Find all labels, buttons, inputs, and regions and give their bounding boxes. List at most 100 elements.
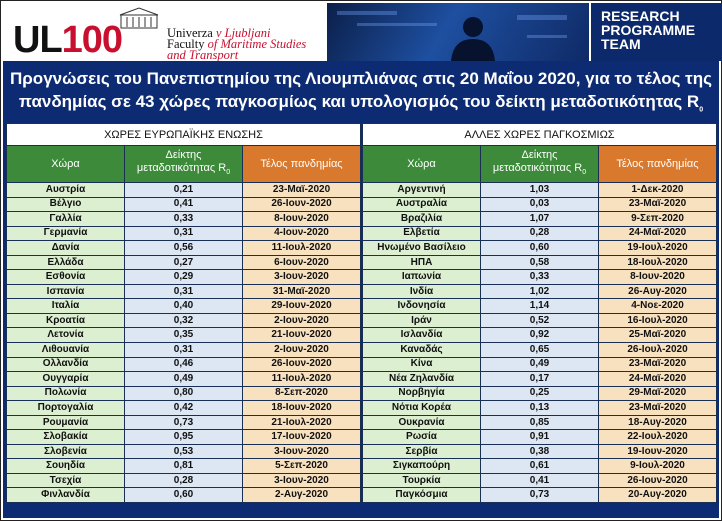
country-cell: Αυστρία	[6, 182, 125, 198]
table-row: Σερβία 0,38 19-Ιουν-2020	[362, 443, 717, 460]
country-cell: Ρωσία	[362, 429, 481, 445]
table-row: Εσθονία 0,29 3-Ιουν-2020	[6, 269, 362, 285]
research-team-label: RESEARCH PROGRAMME TEAM	[591, 3, 722, 61]
index-cell: 0,28	[480, 225, 599, 242]
table-row: Αργεντινή 1,03 1-Δεκ-2020	[362, 182, 717, 198]
end-date-cell: 23-Μαϊ-2020	[241, 182, 362, 198]
end-date-cell: 26-Αυγ-2020	[598, 283, 717, 300]
end-date-cell: 26-Ιουν-2020	[241, 196, 362, 213]
end-date-cell: 29-Ιουν-2020	[241, 298, 362, 314]
end-date-cell: 23-Μαϊ-2020	[598, 196, 717, 213]
index-cell: 0,81	[124, 458, 243, 474]
country-cell: Εσθονία	[6, 269, 125, 285]
country-cell: Ινδία	[362, 283, 481, 300]
index-cell: 0,56	[124, 240, 243, 256]
university-logo: UL100 Univerza v Ljubljani Faculty of Ma…	[9, 5, 325, 61]
table-row: Τσεχία 0,28 3-Ιουν-2020	[6, 472, 362, 489]
table-row: Ιράν 0,52 16-Ιουλ-2020	[362, 312, 717, 329]
end-date-cell: 8-Ιουν-2020	[598, 269, 717, 285]
country-cell: Δανία	[6, 240, 125, 256]
index-cell: 0,38	[480, 443, 599, 460]
end-column-header: Τέλος πανδημίας	[241, 145, 362, 183]
country-cell: Κίνα	[362, 356, 481, 373]
index-cell: 0,41	[480, 472, 599, 489]
country-cell: Νέα Ζηλανδία	[362, 371, 481, 387]
index-cell: 0,49	[480, 356, 599, 373]
country-cell: Λετονία	[6, 327, 125, 344]
index-cell: 0,49	[124, 371, 243, 387]
index-cell: 0,80	[124, 385, 243, 402]
table-row: Σουηδία 0,81 5-Σεπ-2020	[6, 458, 362, 474]
country-cell: Σερβία	[362, 443, 481, 460]
country-cell: Ινδονησία	[362, 298, 481, 314]
country-cell: Κροατία	[6, 312, 125, 329]
end-date-cell: 2-Αυγ-2020	[241, 487, 362, 504]
index-cell: 0,60	[480, 240, 599, 256]
country-cell: Ισπανία	[6, 283, 125, 300]
index-cell: 0,40	[124, 298, 243, 314]
eu-group-header: ΧΩΡΕΣ ΕΥΡΩΠΑΪΚΗΣ ΕΝΩΣΗΣ	[5, 123, 362, 146]
country-cell: Ιταλία	[6, 298, 125, 314]
country-cell: Ισλανδία	[362, 327, 481, 344]
index-cell: 1,02	[480, 283, 599, 300]
end-date-cell: 19-Ιουν-2020	[598, 443, 717, 460]
country-cell: Ουκρανία	[362, 414, 481, 431]
end-column-header: Τέλος πανδημίας	[598, 145, 717, 183]
world-group-header: ΑΛΛΕΣ ΧΩΡΕΣ ΠΑΓΚΟΣΜΙΩΣ	[362, 123, 717, 146]
index-cell: 0,31	[124, 342, 243, 358]
end-date-cell: 19-Ιουλ-2020	[598, 240, 717, 256]
country-cell: Βραζιλία	[362, 211, 481, 227]
table-row: Νορβηγία 0,25 29-Μαϊ-2020	[362, 385, 717, 402]
table-row: Ουγγαρία 0,49 11-Ιουλ-2020	[6, 371, 362, 387]
university-building-icon	[119, 7, 159, 29]
table-row: Ρουμανία 0,73 21-Ιουλ-2020	[6, 414, 362, 431]
index-cell: 0,28	[124, 472, 243, 489]
country-cell: Λιθουανία	[6, 342, 125, 358]
country-cell: Γαλλία	[6, 211, 125, 227]
country-cell: Σλοβακία	[6, 429, 125, 445]
country-cell: Πολωνία	[6, 385, 125, 402]
end-date-cell: 26-Ιουν-2020	[598, 472, 717, 489]
table-row: Γερμανία 0,31 4-Ιουν-2020	[6, 225, 362, 242]
end-date-cell: 11-Ιουλ-2020	[241, 240, 362, 256]
country-column-header: Χώρα	[362, 145, 481, 183]
index-cell: 0,52	[480, 312, 599, 329]
end-date-cell: 23-Μαϊ-2020	[598, 356, 717, 373]
country-cell: Σλοβενία	[6, 443, 125, 460]
end-date-cell: 18-Ιουλ-2020	[598, 254, 717, 271]
index-cell: 0,73	[480, 487, 599, 504]
index-column-header: Δείκτης μεταδοτικότητας R0	[124, 145, 243, 183]
country-cell: Βέλγιο	[6, 196, 125, 213]
index-cell: 0,95	[124, 429, 243, 445]
index-cell: 0,46	[124, 356, 243, 373]
end-date-cell: 3-Ιουν-2020	[241, 472, 362, 489]
end-date-cell: 22-Ιουλ-2020	[598, 429, 717, 445]
country-cell: Ελλάδα	[6, 254, 125, 271]
table-row: Κίνα 0,49 23-Μαϊ-2020	[362, 356, 717, 373]
end-date-cell: 11-Ιουλ-2020	[241, 371, 362, 387]
ul100-logo: UL100	[13, 19, 123, 61]
country-cell: Παγκόσμια	[362, 487, 481, 504]
index-cell: 0,41	[124, 196, 243, 213]
table-row: Τουρκία 0,41 26-Ιουν-2020	[362, 472, 717, 489]
table-row: Αυστρία 0,21 23-Μαϊ-2020	[6, 182, 362, 198]
index-cell: 0,21	[124, 182, 243, 198]
header: UL100 Univerza v Ljubljani Faculty of Ma…	[3, 3, 722, 61]
page-title: Προγνώσεις του Πανεπιστημίου της Λιουμπλ…	[3, 61, 719, 119]
country-cell: Τσεχία	[6, 472, 125, 489]
end-date-cell: 6-Ιουν-2020	[241, 254, 362, 271]
table-row: Κροατία 0,32 2-Ιουν-2020	[6, 312, 362, 329]
end-date-cell: 25-Μαϊ-2020	[598, 327, 717, 344]
end-date-cell: 3-Ιουν-2020	[241, 269, 362, 285]
index-cell: 0,33	[480, 269, 599, 285]
table-row: Ηνωμένο Βασίλειο 0,60 19-Ιουλ-2020	[362, 240, 717, 256]
eu-countries-table: ΧΩΡΕΣ ΕΥΡΩΠΑΪΚΗΣ ΕΝΩΣΗΣ Χώρα Δείκτης μετ…	[5, 123, 362, 504]
table-row: Ινδονησία 1,14 4-Νοε-2020	[362, 298, 717, 314]
table-row: Σλοβενία 0,53 3-Ιουν-2020	[6, 443, 362, 460]
country-cell: Πορτογαλία	[6, 400, 125, 416]
table-row: Ρωσία 0,91 22-Ιουλ-2020	[362, 429, 717, 445]
table-row: Βραζιλία 1,07 9-Σεπ-2020	[362, 211, 717, 227]
country-cell: Τουρκία	[362, 472, 481, 489]
index-cell: 0,31	[124, 225, 243, 242]
table-row: Ελβετία 0,28 24-Μαϊ-2020	[362, 225, 717, 242]
